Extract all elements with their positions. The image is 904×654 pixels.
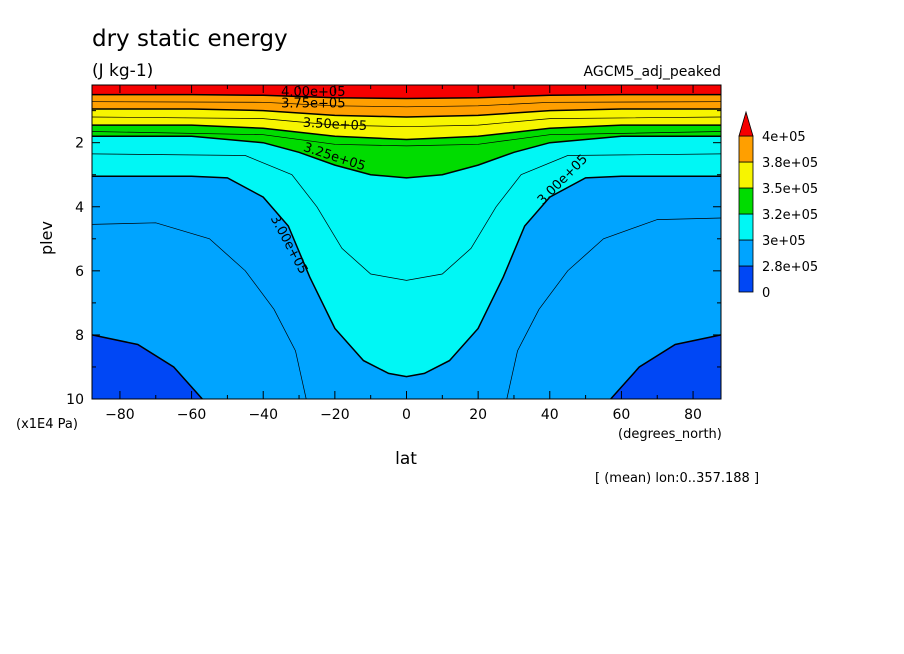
colorbar-box-4	[738, 161, 754, 189]
x-axis-ticks: −80 −60 −40 −20 0 20 40 60 80	[105, 85, 702, 423]
fill-band-1	[92, 94, 721, 117]
x-axis-units: (degrees_north)	[618, 427, 722, 442]
x-tick-label-4: 0	[402, 407, 411, 423]
x-tick-label-3: −20	[320, 407, 350, 423]
x-tick-label-0: −80	[105, 407, 135, 423]
thin-contour-5	[506, 217, 722, 400]
chart-title: dry static energy	[92, 26, 288, 52]
y-axis-ticks: 2 4 6 8 10	[66, 110, 721, 408]
contour-label-0: 4.00e+05	[281, 85, 345, 100]
contour-line-1	[92, 108, 721, 118]
y-axis-units: (x1E4 Pa)	[16, 417, 78, 432]
colorbar-label-4: 3.5e+05	[762, 182, 818, 197]
x-tick-label-7: 60	[613, 407, 631, 423]
contour-line-3	[92, 135, 721, 179]
fill-band-4	[92, 136, 721, 377]
colorbar-box-1	[738, 239, 754, 267]
thin-contour-2	[91, 131, 722, 147]
experiment-label: AGCM5_adj_peaked	[584, 64, 721, 80]
y-tick-label-1: 4	[75, 200, 84, 216]
y-tick-label-4: 10	[66, 392, 84, 408]
colorbar-label-2: 3e+05	[762, 234, 806, 249]
colorbar-box-2	[738, 213, 754, 241]
colorbar-extend-triangle	[738, 110, 754, 137]
colorbar-label-3: 3.2e+05	[762, 208, 818, 223]
colorbar-label-6: 4e+05	[762, 130, 806, 145]
x-tick-label-8: 80	[684, 407, 702, 423]
colorbar-box-0	[738, 265, 754, 293]
x-tick-label-5: 20	[469, 407, 487, 423]
thin-contour-1	[91, 116, 722, 128]
x-axis-label: lat	[395, 449, 417, 469]
contour-line-0-left	[91, 334, 203, 400]
colorbar-box-3	[738, 187, 754, 215]
footnote: [ (mean) lon:0..357.188 ]	[595, 471, 759, 486]
contour-label-2: 3.50e+05	[302, 116, 367, 134]
colorbar-label-0: 0	[762, 286, 770, 301]
y-axis-label: plev	[37, 221, 56, 255]
contour-line-4	[92, 175, 721, 378]
contour-label-1: 3.75e+05	[281, 96, 345, 111]
thin-contour-3	[91, 153, 722, 281]
y-tick-label-2: 6	[75, 264, 84, 280]
contour-line-2	[92, 124, 721, 141]
fill-band-2	[92, 109, 721, 140]
x-tick-label-1: −60	[177, 407, 207, 423]
fill-band-6-right	[610, 334, 721, 399]
fill-band-6-left	[92, 334, 203, 399]
contour-line-0	[92, 93, 721, 100]
colorbar-label-5: 3.8e+05	[762, 156, 818, 171]
x-tick-label-2: −40	[248, 407, 278, 423]
thin-contour-4	[91, 222, 307, 400]
chart-units: (J kg-1)	[92, 61, 153, 81]
plot-fills	[92, 85, 721, 399]
fill-band-5	[92, 176, 721, 399]
fill-band-3	[92, 125, 721, 178]
colorbar-label-1: 2.8e+05	[762, 260, 818, 275]
thin-contour-0	[91, 101, 722, 108]
colorbar: 0 2.8e+05 3e+05 3.2e+05 3.5e+05 3.8e+05 4e+05	[738, 110, 818, 301]
y-tick-label-0: 2	[75, 136, 84, 152]
x-tick-label-6: 40	[541, 407, 559, 423]
colorbar-box-5	[738, 135, 754, 163]
plot-contour-lines	[91, 93, 722, 400]
contour-line-0-right	[610, 334, 722, 400]
y-tick-label-3: 8	[75, 328, 84, 344]
